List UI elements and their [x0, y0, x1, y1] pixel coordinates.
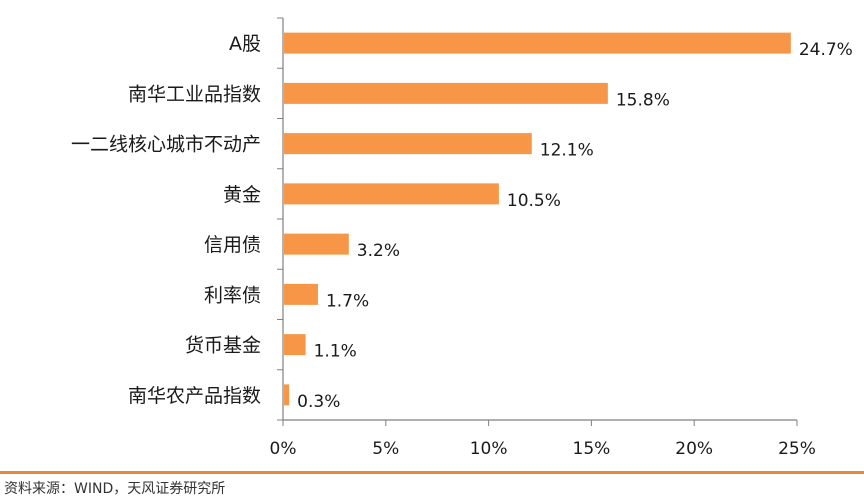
x-tick-label-1: 5%: [372, 439, 399, 459]
value-label-1: 15.8%: [616, 90, 670, 110]
bar-1: [284, 82, 608, 104]
x-tick-label-3: 15%: [573, 439, 611, 459]
bar-7: [284, 384, 290, 406]
bar-5: [284, 283, 318, 305]
category-label-5: 利率债: [204, 284, 261, 306]
value-label-3: 10.5%: [507, 191, 561, 211]
category-label-4: 信用债: [204, 234, 261, 256]
category-label-6: 货币基金: [185, 335, 261, 357]
category-label-2: 一二线核心城市不动产: [71, 134, 261, 156]
bars-layer: [284, 32, 791, 406]
bar-2: [284, 133, 532, 155]
x-tick-label-2: 10%: [470, 439, 508, 459]
x-tick-label-0: 0%: [270, 439, 297, 459]
category-label-1: 南华工业品指数: [128, 83, 261, 105]
bar-6: [284, 334, 306, 356]
value-label-2: 12.1%: [540, 141, 594, 161]
footer-rule: [0, 471, 864, 474]
axes-layer: [277, 17, 798, 426]
value-label-4: 3.2%: [357, 241, 400, 261]
category-label-0: A股: [229, 33, 261, 55]
bar-3: [284, 183, 499, 205]
x-tick-labels: 0% 5% 10% 15% 20% 25%: [270, 439, 816, 459]
x-tick-label-5: 25%: [778, 439, 816, 459]
value-label-0: 24.7%: [799, 40, 853, 60]
source-note: 资料来源：WIND，天风证券研究所: [4, 481, 226, 497]
bar-4: [284, 233, 349, 255]
category-label-7: 南华农产品指数: [128, 385, 261, 407]
bar-0: [284, 32, 791, 54]
value-label-5: 1.7%: [326, 291, 369, 311]
category-label-3: 黄金: [223, 184, 261, 206]
value-label-7: 0.3%: [297, 392, 340, 412]
value-labels: 24.7% 15.8% 12.1% 10.5% 3.2% 1.7% 1.1% 0.3%: [297, 40, 853, 412]
value-label-6: 1.1%: [314, 342, 357, 362]
x-tick-label-4: 20%: [675, 439, 713, 459]
